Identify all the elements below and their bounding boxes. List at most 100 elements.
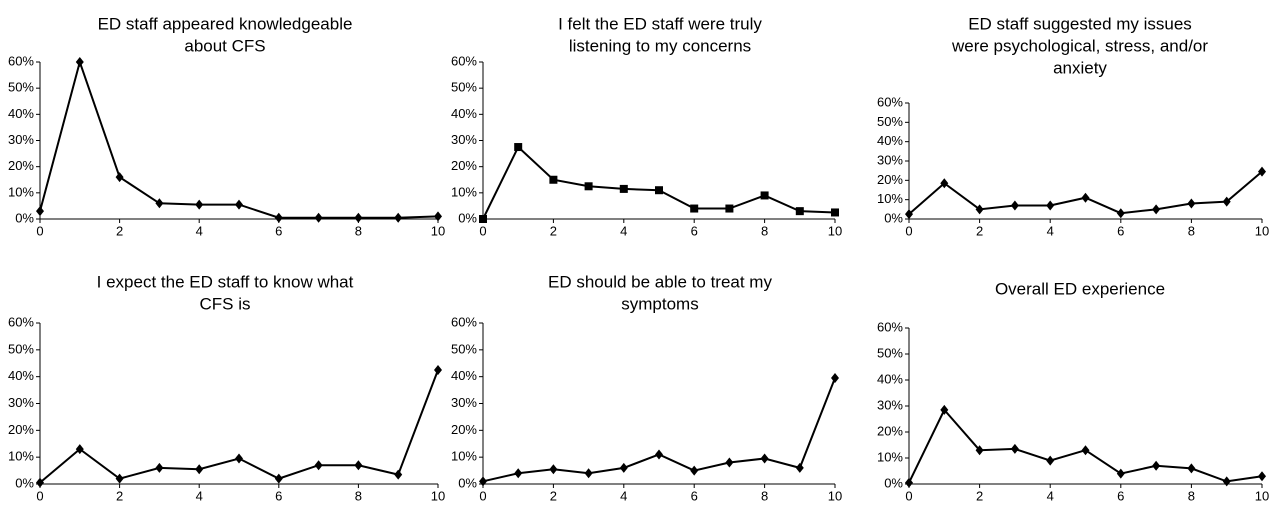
marker: [115, 172, 124, 183]
chart-title: ED staff suggested my issues: [968, 14, 1192, 33]
marker: [434, 211, 442, 222]
x-tick-label: 10: [828, 223, 842, 238]
chart-title: about CFS: [184, 36, 265, 55]
y-tick-label: 60%: [451, 53, 477, 68]
marker: [195, 464, 204, 475]
marker: [75, 57, 84, 67]
x-tick-label: 4: [1047, 223, 1054, 238]
marker: [975, 204, 984, 215]
marker: [1258, 166, 1266, 177]
marker: [1046, 455, 1055, 466]
y-tick-label: 10%: [451, 449, 477, 464]
y-tick-label: 0%: [15, 210, 34, 225]
x-tick-label: 2: [116, 488, 123, 503]
chart-title: were psychological, stress, and/or: [951, 36, 1208, 55]
marker: [1116, 208, 1125, 219]
y-tick-label: 60%: [8, 314, 34, 329]
y-tick-label: 20%: [451, 422, 477, 437]
marker: [549, 175, 558, 184]
marker: [1152, 204, 1161, 215]
marker: [354, 460, 363, 471]
y-tick-label: 0%: [884, 210, 903, 225]
x-tick-label: 6: [1117, 223, 1124, 238]
y-tick-label: 10%: [451, 184, 477, 199]
x-tick-label: 4: [196, 223, 203, 238]
marker: [394, 469, 403, 480]
marker: [354, 212, 363, 223]
marker: [1081, 192, 1090, 203]
y-tick-label: 50%: [451, 80, 477, 95]
x-tick-label: 10: [431, 223, 445, 238]
x-tick-label: 0: [905, 223, 912, 238]
y-tick-label: 0%: [15, 475, 34, 490]
marker: [831, 208, 839, 217]
y-tick-label: 50%: [8, 80, 34, 95]
y-tick-label: 40%: [877, 371, 903, 386]
marker: [1046, 200, 1055, 211]
x-tick-label: 0: [36, 488, 43, 503]
marker: [514, 468, 523, 479]
panel: ED staff appeared knowledgeable about CFS…: [8, 14, 445, 238]
x-tick-label: 0: [479, 223, 486, 238]
y-tick-label: 50%: [877, 345, 903, 360]
y-tick-label: 30%: [8, 132, 34, 147]
marker: [795, 462, 804, 473]
x-tick-label: 4: [620, 223, 627, 238]
y-tick-label: 40%: [8, 368, 34, 383]
marker: [690, 465, 699, 476]
marker: [1187, 198, 1196, 209]
chart-title: I felt the ED staff were truly: [558, 14, 762, 33]
marker: [274, 212, 283, 223]
y-tick-label: 40%: [877, 133, 903, 148]
x-tick-label: 8: [761, 488, 768, 503]
y-tick-label: 40%: [451, 106, 477, 121]
x-tick-label: 6: [691, 488, 698, 503]
chart-title: CFS is: [200, 294, 251, 313]
marker: [394, 212, 403, 223]
marker: [1187, 463, 1196, 474]
marker: [760, 191, 769, 200]
marker: [36, 206, 44, 217]
x-tick-label: 8: [1188, 223, 1195, 238]
marker: [584, 468, 593, 479]
y-tick-label: 30%: [451, 132, 477, 147]
x-tick-label: 4: [196, 488, 203, 503]
y-tick-label: 0%: [884, 475, 903, 490]
panel: Overall ED experience0%10%20%30%40%50%60…: [877, 279, 1269, 503]
data-line: [39, 58, 439, 219]
chart-title: symptoms: [621, 294, 698, 313]
y-tick-label: 40%: [451, 368, 477, 383]
marker: [1081, 445, 1090, 456]
x-tick-label: 0: [479, 488, 486, 503]
x-tick-label: 10: [1255, 223, 1269, 238]
marker: [619, 462, 628, 473]
x-tick-label: 4: [1047, 488, 1054, 503]
data-line: [482, 145, 836, 220]
y-tick-label: 20%: [451, 158, 477, 173]
x-tick-label: 0: [36, 223, 43, 238]
y-tick-label: 60%: [877, 319, 903, 334]
marker: [905, 209, 913, 220]
x-tick-label: 4: [620, 488, 627, 503]
chart-title: I expect the ED staff to know what: [97, 272, 354, 291]
panel: I felt the ED staff were truly listening …: [451, 14, 842, 238]
y-tick-label: 20%: [8, 422, 34, 437]
chart-title: listening to my concerns: [569, 36, 751, 55]
x-tick-label: 10: [828, 488, 842, 503]
marker: [1152, 460, 1161, 471]
y-tick-label: 60%: [8, 53, 34, 68]
marker: [314, 212, 323, 223]
y-tick-label: 30%: [451, 395, 477, 410]
marker: [831, 373, 839, 384]
x-tick-label: 6: [691, 223, 698, 238]
y-tick-label: 10%: [877, 191, 903, 206]
marker: [274, 473, 283, 484]
marker: [795, 207, 804, 216]
chart-title: anxiety: [1053, 58, 1107, 77]
x-tick-label: 2: [976, 488, 983, 503]
marker: [584, 182, 593, 191]
x-tick-label: 0: [905, 488, 912, 503]
marker: [940, 404, 949, 415]
